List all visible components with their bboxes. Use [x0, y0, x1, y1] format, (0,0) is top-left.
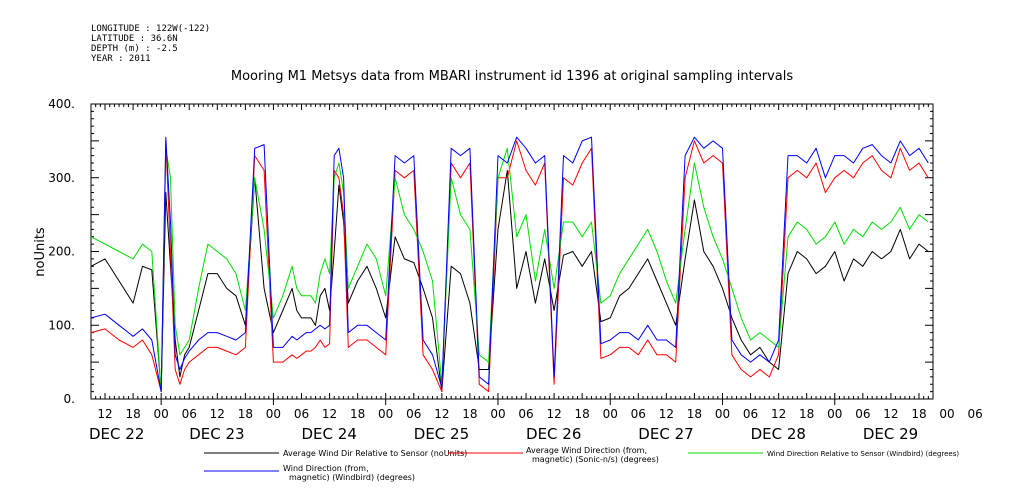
day-label: DEC 23: [189, 425, 244, 443]
hour-tick-label: 18: [462, 407, 477, 421]
hour-tick-label: 12: [546, 407, 561, 421]
y-tick-label: 300.: [48, 171, 75, 185]
ticks-layer: [90, 103, 934, 405]
series-line-2: [90, 147, 929, 393]
hour-tick-label: 12: [771, 407, 786, 421]
longitude-text: LONGITUDE : 122W(-122): [91, 24, 210, 34]
hour-tick-label: 00: [490, 407, 505, 421]
day-label: DEC 26: [526, 425, 581, 443]
hour-tick-label: 00: [939, 407, 954, 421]
hour-tick-label: 06: [855, 407, 870, 421]
hour-tick-label: 06: [631, 407, 646, 421]
hour-tick-label: 06: [406, 407, 421, 421]
hour-tick-label: 18: [911, 407, 926, 421]
day-label: DEC 29: [863, 425, 918, 443]
hour-tick-label: 00: [154, 407, 169, 421]
day-label: DEC 25: [414, 425, 469, 443]
series-line-3: [90, 136, 929, 393]
year-text: YEAR : 2011: [91, 54, 151, 64]
hour-tick-label: 06: [743, 407, 758, 421]
hour-tick-label: 00: [603, 407, 618, 421]
legend-label-3: Wind Direction (from, magnetic) (Windbir…: [283, 464, 415, 482]
hour-tick-label: 18: [575, 407, 590, 421]
hour-tick-label: 06: [294, 407, 309, 421]
y-tick-label: 100.: [48, 318, 75, 332]
day-label: DEC 24: [302, 425, 357, 443]
legend: Average Wind Dir Relative to Sensor (noU…: [204, 446, 959, 482]
hour-tick-label: 18: [687, 407, 702, 421]
hour-tick-label: 18: [799, 407, 814, 421]
hour-tick-label: 12: [659, 407, 674, 421]
hour-tick-label: 00: [715, 407, 730, 421]
day-label: DEC 27: [638, 425, 693, 443]
hour-tick-label: 18: [238, 407, 253, 421]
latitude-text: LATITUDE : 36.6N: [91, 34, 178, 44]
day-label: DEC 28: [751, 425, 806, 443]
series-layer: [90, 136, 929, 393]
legend-label-2: Wind Direction Relative to Sensor (Windb…: [767, 450, 959, 458]
hour-tick-label: 00: [378, 407, 393, 421]
hour-tick-label: 06: [518, 407, 533, 421]
series-line-0: [90, 169, 929, 393]
legend-label-1: Average Wind Direction (from, magnetic) …: [526, 446, 659, 464]
hour-tick-label: 18: [125, 407, 140, 421]
chart-title: Mooring M1 Metsys data from MBARI instru…: [231, 69, 793, 84]
hour-tick-label: 06: [182, 407, 197, 421]
y-tick-label: 400.: [48, 97, 75, 111]
y-tick-label: 0.: [64, 392, 75, 406]
depth-text: DEPTH (m) : -2.5: [91, 44, 178, 54]
hour-tick-label: 12: [434, 407, 449, 421]
hour-tick-label: 12: [322, 407, 337, 421]
hour-tick-label: 00: [827, 407, 842, 421]
hour-tick-label: 12: [97, 407, 112, 421]
y-axis-title: noUnits: [33, 227, 48, 277]
hour-tick-label: 06: [967, 407, 982, 421]
hour-tick-label: 12: [210, 407, 225, 421]
hour-tick-label: 18: [350, 407, 365, 421]
series-line-1: [90, 140, 929, 393]
hour-tick-label: 00: [266, 407, 281, 421]
hour-tick-label: 12: [883, 407, 898, 421]
legend-label-0: Average Wind Dir Relative to Sensor (noU…: [283, 449, 467, 458]
y-tick-label: 200.: [48, 245, 75, 259]
day-label: DEC 22: [89, 425, 144, 443]
labels-layer: 0. 100. 200. 300. 400. 12 18 00 06 12 18 00 06 12 18 00…: [48, 97, 982, 443]
